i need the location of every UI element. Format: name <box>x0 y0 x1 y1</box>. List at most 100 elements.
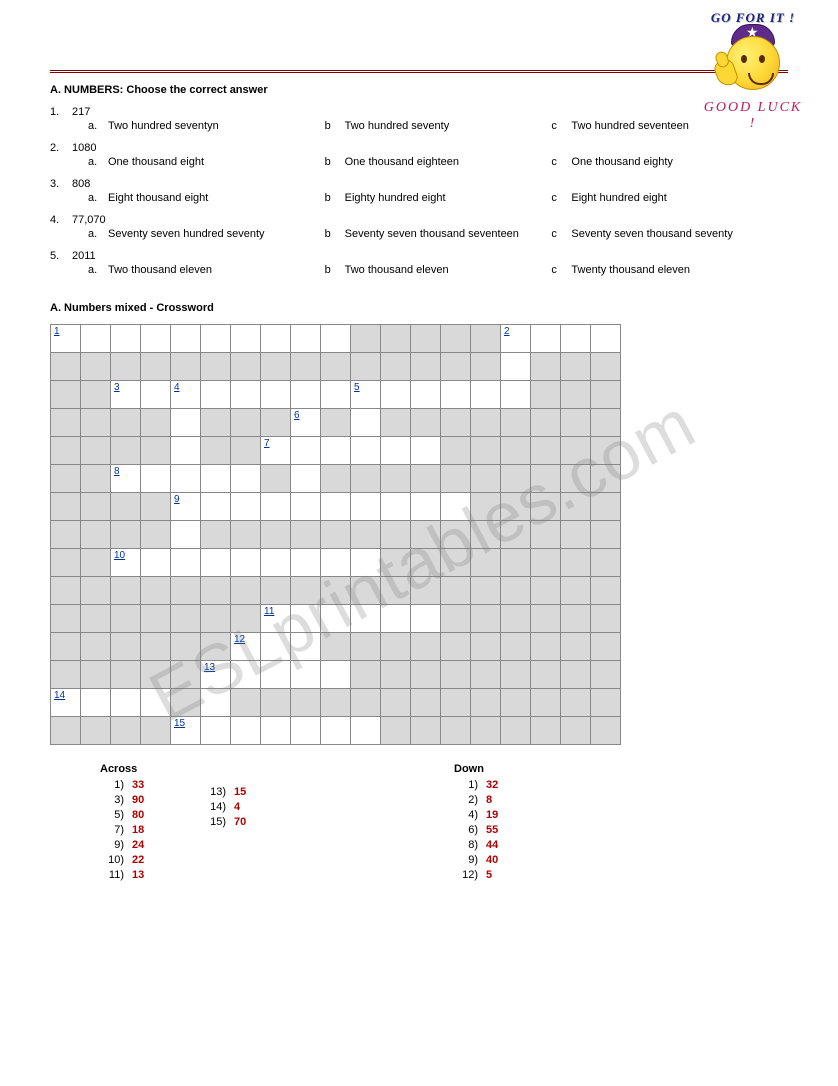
crossword-cell <box>261 353 291 381</box>
crossword-cell <box>501 549 531 577</box>
section-b-heading: A. Numbers mixed - Crossword <box>50 302 788 314</box>
crossword-cell <box>231 493 261 521</box>
question-number: 1. <box>50 106 72 118</box>
crossword-cell <box>441 717 471 745</box>
header-divider <box>50 70 788 73</box>
crossword-cell <box>381 717 411 745</box>
crossword-number: 8 <box>111 465 120 477</box>
crossword-cell <box>231 437 261 465</box>
option-label: c <box>551 264 571 276</box>
crossword-cell <box>261 465 291 493</box>
crossword-cell <box>141 577 171 605</box>
clue-row: 1)32 <box>448 779 520 791</box>
crossword-cell <box>531 493 561 521</box>
clue-row: 2)8 <box>448 794 520 806</box>
option-text: Two thousand eleven <box>345 264 459 276</box>
crossword-cell: 8 <box>111 465 141 493</box>
question-number: 4. <box>50 214 72 226</box>
clue-number: 7) <box>94 824 124 836</box>
crossword-cell <box>141 353 171 381</box>
crossword-cell <box>321 409 351 437</box>
crossword-cell <box>171 633 201 661</box>
clue-row: 3)90 <box>94 794 166 806</box>
clue-row: 1)33 <box>94 779 166 791</box>
crossword-cell <box>81 409 111 437</box>
crossword-cell <box>411 521 441 549</box>
crossword-cell <box>471 409 501 437</box>
crossword-cell <box>471 465 501 493</box>
crossword-cell <box>351 465 381 493</box>
crossword-cell <box>111 493 141 521</box>
crossword-cell <box>261 549 291 577</box>
crossword-cell <box>201 493 231 521</box>
clue-value: 22 <box>132 854 166 866</box>
crossword-cell <box>561 521 591 549</box>
clue-row: 8)44 <box>448 839 520 851</box>
crossword-cell <box>561 493 591 521</box>
crossword-cell <box>531 353 561 381</box>
crossword-cell <box>411 633 441 661</box>
crossword-cell <box>411 605 441 633</box>
clue-number: 13) <box>196 786 226 798</box>
crossword-cell <box>411 493 441 521</box>
crossword-cell <box>471 353 501 381</box>
questions-block: 1.217a.Two hundred seventynbTwo hundred … <box>50 106 788 276</box>
option-text: Eight thousand eight <box>108 192 218 204</box>
crossword-cell <box>591 353 621 381</box>
crossword-cell <box>81 689 111 717</box>
crossword-cell <box>51 521 81 549</box>
option-text: Two thousand eleven <box>108 264 222 276</box>
crossword-cell <box>321 325 351 353</box>
crossword-cell <box>261 661 291 689</box>
corner-decoration: GO FOR IT ! ★ GOOD LUCK ! <box>698 10 808 132</box>
crossword-cell <box>471 633 501 661</box>
crossword-cell <box>591 381 621 409</box>
crossword-cell <box>441 689 471 717</box>
crossword-cell <box>141 381 171 409</box>
crossword-cell <box>471 549 501 577</box>
option-label: a. <box>88 264 108 276</box>
crossword-cell <box>351 605 381 633</box>
crossword-cell <box>471 577 501 605</box>
crossword-cell <box>141 549 171 577</box>
crossword-cell <box>201 325 231 353</box>
crossword-cell <box>351 549 381 577</box>
crossword-cell <box>531 689 561 717</box>
clue-row: 11)13 <box>94 869 166 881</box>
crossword-cell <box>531 717 561 745</box>
crossword-cell <box>501 661 531 689</box>
crossword-cell <box>111 661 141 689</box>
crossword-cell <box>261 325 291 353</box>
crossword-cell <box>201 465 231 493</box>
crossword-cell <box>171 661 201 689</box>
crossword-cell <box>411 549 441 577</box>
crossword-cell <box>381 661 411 689</box>
crossword-cell <box>321 605 351 633</box>
crossword-cell <box>171 521 201 549</box>
crossword-cell <box>411 661 441 689</box>
crossword-cell <box>111 437 141 465</box>
crossword-cell <box>351 661 381 689</box>
question-value: 217 <box>72 106 90 118</box>
crossword-cell <box>411 353 441 381</box>
crossword-cell <box>291 381 321 409</box>
crossword-cell <box>141 633 171 661</box>
crossword-cell <box>51 353 81 381</box>
crossword-cell <box>111 717 141 745</box>
crossword-cell <box>51 465 81 493</box>
clue-value: 19 <box>486 809 520 821</box>
across-heading: Across <box>100 763 166 775</box>
crossword-cell <box>351 325 381 353</box>
option-label: b <box>325 192 345 204</box>
crossword-cell <box>141 689 171 717</box>
clue-value: 90 <box>132 794 166 806</box>
crossword-cell <box>531 605 561 633</box>
crossword-cell <box>51 661 81 689</box>
option-label: c <box>551 192 571 204</box>
crossword-cell <box>441 325 471 353</box>
crossword-cell <box>411 325 441 353</box>
clue-number: 12) <box>448 869 478 881</box>
crossword-cell <box>291 689 321 717</box>
crossword-number: 9 <box>171 493 180 505</box>
clue-value: 15 <box>234 786 268 798</box>
